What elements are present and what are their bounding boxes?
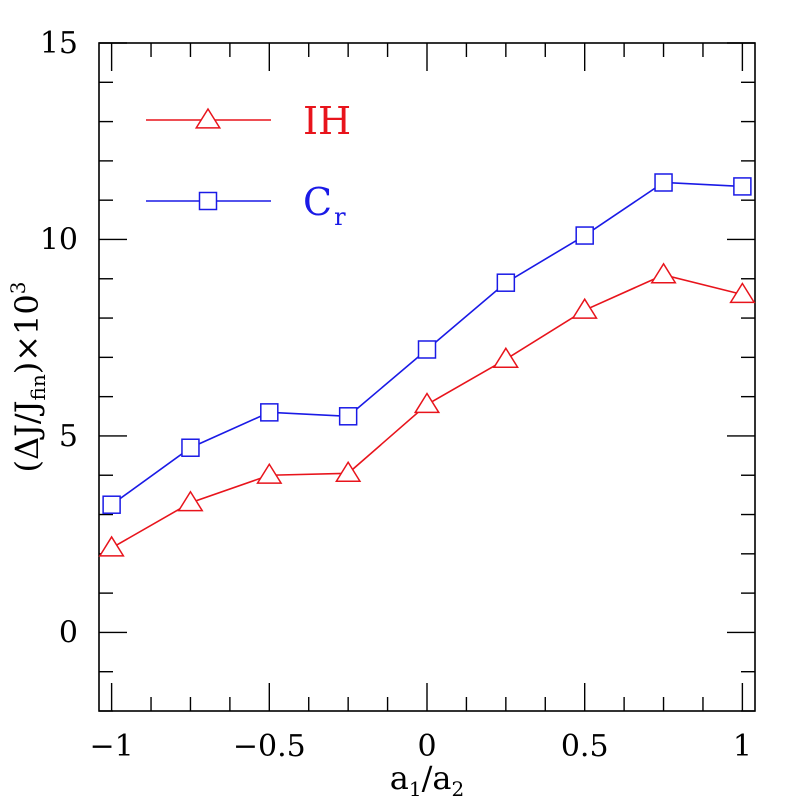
x-tick-label: 0.5 (561, 729, 609, 764)
y-tick-label: 15 (40, 26, 78, 61)
data-point-ih (335, 460, 362, 482)
legend-label-ih: IH (303, 99, 351, 143)
data-point-c (181, 438, 200, 457)
data-point-c (654, 173, 673, 192)
legend-item-c: Cr (146, 180, 346, 231)
y-tick-label: 10 (40, 222, 78, 257)
x-axis-label-main: a (390, 759, 409, 797)
plot-frame (98, 42, 756, 712)
legend-label-sub: r (334, 203, 346, 231)
data-point-c (733, 177, 752, 196)
y-tick-label: 5 (59, 419, 78, 454)
legend-marker-c (198, 191, 218, 211)
data-point-ih (729, 282, 756, 304)
x-axis-label-sub1: 1 (409, 777, 422, 797)
data-point-ih (492, 346, 519, 368)
x-tick-label: −1 (89, 729, 133, 764)
x-tick-label: 1 (733, 729, 752, 764)
data-point-ih (571, 297, 598, 319)
y-tick-label: 0 (59, 615, 78, 650)
x-tick-label: −0.5 (233, 729, 306, 764)
data-point-ih (98, 535, 125, 557)
legend-label-main: IH (303, 99, 351, 143)
data-point-c (575, 226, 594, 245)
data-point-c (260, 403, 279, 422)
legend-label-c: Cr (303, 180, 346, 231)
data-point-c (338, 407, 358, 426)
series-c (102, 173, 752, 514)
data-point-ih (650, 262, 677, 284)
legend: IH Cr (146, 99, 351, 231)
legend-label-main: C (303, 180, 332, 224)
y-axis-label-pre: (ΔJ/J (8, 400, 46, 472)
series-layer (98, 173, 756, 557)
legend-item-ih: IH (146, 99, 351, 143)
data-point-ih (256, 462, 283, 484)
x-axis-label-sub2: 2 (451, 777, 464, 797)
axis-ticks (99, 42, 755, 712)
data-point-c (496, 273, 516, 292)
series-ih (98, 262, 756, 557)
y-axis-label-sub: fin (26, 374, 50, 400)
data-point-c (417, 340, 437, 359)
data-point-ih (177, 490, 204, 512)
data-point-ih (413, 392, 441, 414)
x-tick-label: 0 (417, 729, 436, 764)
legend-marker-ih (194, 107, 222, 129)
y-axis-label-post: )×10 (8, 294, 46, 374)
data-point-c (102, 495, 121, 514)
x-axis-label-sep: /a (422, 759, 452, 797)
y-axis-label-sup: 3 (6, 281, 30, 294)
x-axis-label: a1/a2 (390, 759, 464, 797)
y-axis-label: (ΔJ/Jfin)×103 (6, 281, 50, 472)
